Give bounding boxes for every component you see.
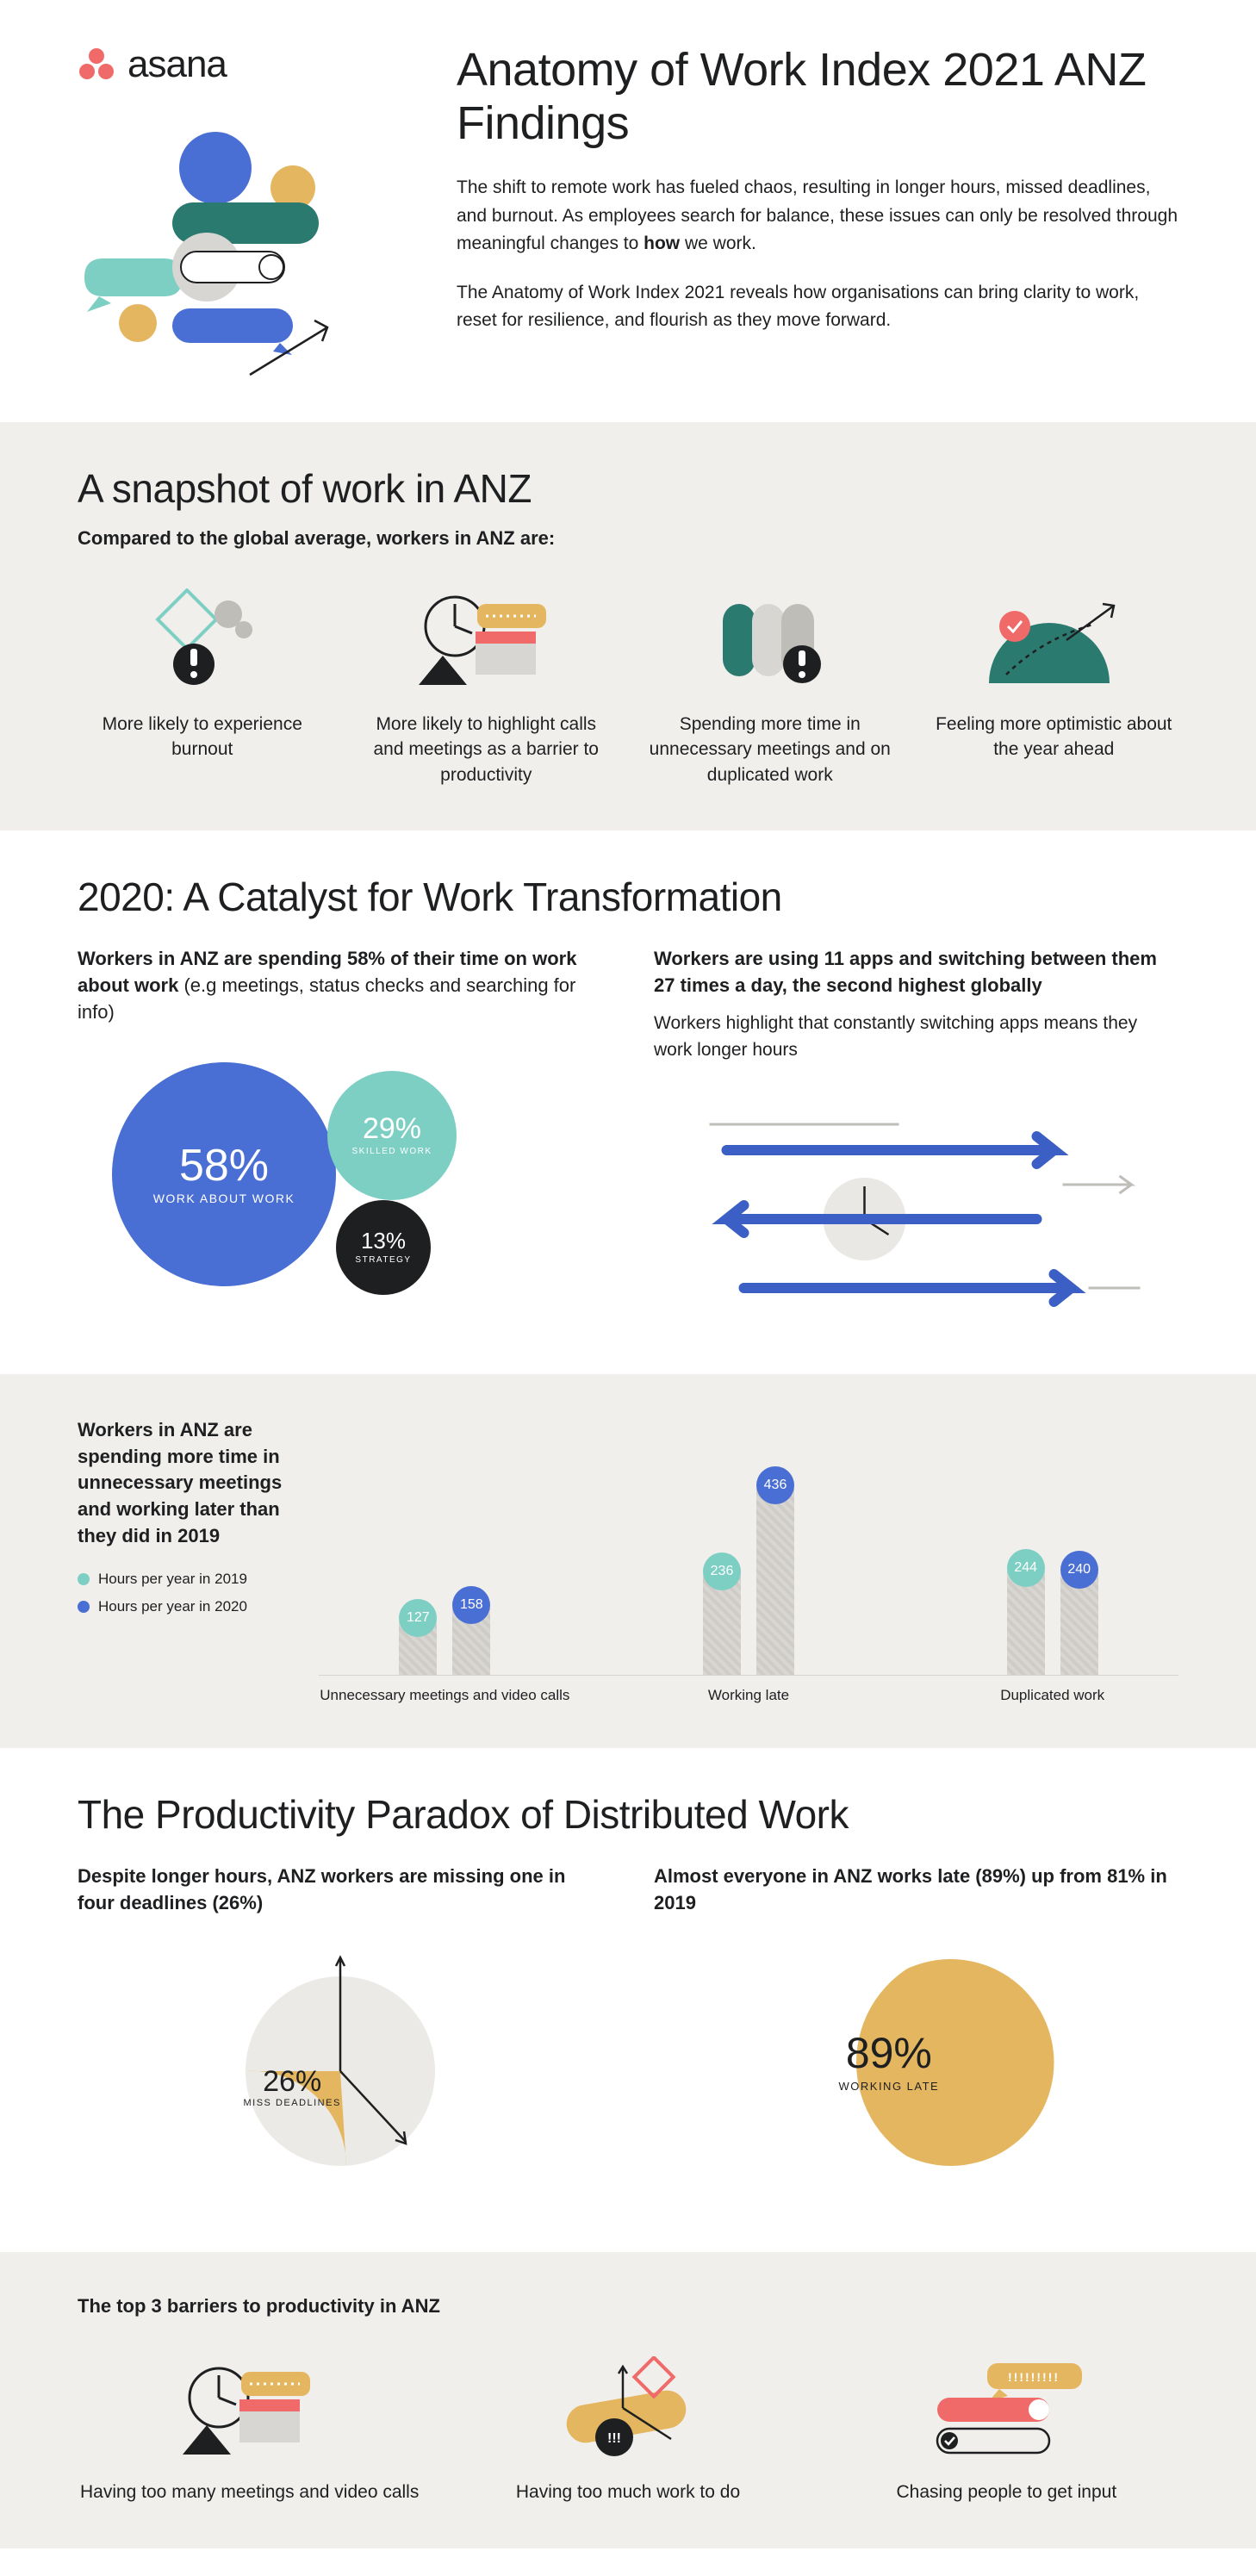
paradox-right-head: Almost everyone in ANZ works late (89%) … <box>654 1864 1178 1917</box>
hero-paragraph-1: The shift to remote work has fueled chao… <box>457 174 1178 258</box>
snap-item-meetings: Spending more time in unnecessary meetin… <box>645 584 895 787</box>
bubble: 29%SKILLED WORK <box>327 1071 457 1200</box>
optimistic-icon <box>930 584 1179 696</box>
pie-text: 26% MISS DEADLINES <box>244 2067 341 2108</box>
paradox-title: The Productivity Paradox of Distributed … <box>78 1791 1178 1838</box>
hero-right: Anatomy of Work Index 2021 ANZ Findings … <box>457 43 1178 356</box>
bar: 436 <box>756 1487 794 1675</box>
catalyst-right-head: Workers are using 11 apps and switching … <box>654 946 1178 999</box>
asana-logo-text: asana <box>127 43 227 86</box>
snapshot-section: A snapshot of work in ANZ Compared to th… <box>0 422 1256 831</box>
bar: 158 <box>452 1607 490 1675</box>
bar-group: 236 436 <box>623 1451 875 1675</box>
asana-logo: asana <box>78 43 422 86</box>
paradox-left: Despite longer hours, ANZ workers are mi… <box>78 1864 602 2210</box>
snap-item-optimistic: Feeling more optimistic about the year a… <box>930 584 1179 787</box>
hero-left: asana <box>78 43 422 379</box>
snapshot-subtitle: Compared to the global average, workers … <box>78 527 1178 550</box>
bar: 236 <box>703 1573 741 1675</box>
barrier-label: Having too much work to do <box>456 2480 799 2504</box>
barrier-chasing: !!!!!!!!! Chasing people to get input <box>835 2352 1178 2504</box>
catalyst-left: Workers in ANZ are spending 58% of their… <box>78 946 602 1331</box>
svg-text:!!!: !!! <box>607 2431 621 2446</box>
barchart-title: Workers in ANZ are spending more time in… <box>78 1417 302 1550</box>
barriers-title: The top 3 barriers to productivity in AN… <box>78 2295 1178 2318</box>
hero-paragraph-2: The Anatomy of Work Index 2021 reveals h… <box>457 279 1178 335</box>
barrier-meetings-icon <box>78 2352 421 2464</box>
moon-text: 89% WORKING LATE <box>839 2028 940 2093</box>
barchart-legend-col: Workers in ANZ are spending more time in… <box>78 1417 302 1705</box>
moon-chart: 89% WORKING LATE <box>779 1933 1054 2192</box>
barchart-plot-col: 127 158 236 436 244 240 Unnecessary meetings … <box>319 1417 1178 1705</box>
legend-row: Hours per year in 2020 <box>78 1598 302 1615</box>
catalyst-title: 2020: A Catalyst for Work Transformation <box>78 874 1178 920</box>
bar: 244 <box>1007 1570 1045 1675</box>
barchart-labels: Unnecessary meetings and video calls Work… <box>319 1686 1178 1705</box>
asana-logo-icon <box>78 46 115 84</box>
bar-group: 244 240 <box>926 1451 1178 1675</box>
legend-row: Hours per year in 2019 <box>78 1571 302 1588</box>
catalyst-right: Workers are using 11 apps and switching … <box>654 946 1178 1331</box>
bubble: 13%STRATEGY <box>336 1200 431 1295</box>
catalyst-right-sub: Workers highlight that constantly switch… <box>654 1010 1178 1064</box>
bubble: 58%WORK ABOUT WORK <box>112 1062 336 1286</box>
paradox-section: The Productivity Paradox of Distributed … <box>0 1748 1256 2253</box>
meetings-icon <box>645 584 895 696</box>
arrows-illustration <box>654 1090 1178 1331</box>
snap-item-burnout: More likely to experience burnout <box>78 584 327 787</box>
snap-label: Feeling more optimistic about the year a… <box>930 712 1179 762</box>
snap-label: More likely to highlight calls and meeti… <box>362 712 612 787</box>
deadlines-pie: 26% MISS DEADLINES <box>211 1933 469 2192</box>
barrier-meetings: Having too many meetings and video calls <box>78 2352 421 2504</box>
barrier-workload-icon: !!! <box>456 2352 799 2464</box>
paradox-right: Almost everyone in ANZ works late (89%) … <box>654 1864 1178 2210</box>
catalyst-section: 2020: A Catalyst for Work Transformation… <box>0 831 1256 1374</box>
burnout-icon <box>78 584 327 696</box>
bar-group-label: Unnecessary meetings and video calls <box>319 1686 571 1705</box>
barriers-grid: Having too many meetings and video calls… <box>78 2352 1178 2504</box>
calls-icon <box>362 584 612 696</box>
barrier-label: Having too many meetings and video calls <box>78 2480 421 2504</box>
hero-section: asana Anatomy of Work Index 2021 ANZ Fin… <box>0 0 1256 422</box>
snapshot-title: A snapshot of work in ANZ <box>78 465 1178 512</box>
snapshot-grid: More likely to experience burnout More l… <box>78 584 1178 787</box>
bubble-chart: 58%WORK ABOUT WORK29%SKILLED WORK13%STRA… <box>78 1036 602 1329</box>
snap-label: More likely to experience burnout <box>78 712 327 762</box>
catalyst-left-head: Workers in ANZ are spending 58% of their… <box>78 946 602 1025</box>
bar-group-label: Duplicated work <box>926 1686 1178 1705</box>
barchart-plot: 127 158 236 436 244 240 <box>319 1417 1178 1676</box>
barrier-workload: !!! Having too much work to do <box>456 2352 799 2504</box>
svg-text:!!!!!!!!!: !!!!!!!!! <box>1008 2370 1060 2384</box>
barrier-label: Chasing people to get input <box>835 2480 1178 2504</box>
hero-illustration <box>78 121 388 379</box>
paradox-left-head: Despite longer hours, ANZ workers are mi… <box>78 1864 602 1917</box>
snap-label: Spending more time in unnecessary meetin… <box>645 712 895 787</box>
bar: 240 <box>1060 1571 1098 1675</box>
bar-group-label: Working late <box>623 1686 875 1705</box>
bar: 127 <box>399 1620 437 1675</box>
barrier-chasing-icon: !!!!!!!!! <box>835 2352 1178 2464</box>
barriers-section: The top 3 barriers to productivity in AN… <box>0 2252 1256 2548</box>
snap-item-calls: More likely to highlight calls and meeti… <box>362 584 612 787</box>
barchart-section: Workers in ANZ are spending more time in… <box>0 1374 1256 1748</box>
barchart-legend: Hours per year in 2019 Hours per year in … <box>78 1571 302 1615</box>
bar-group: 127 158 <box>319 1451 571 1675</box>
page-title: Anatomy of Work Index 2021 ANZ Findings <box>457 43 1178 150</box>
